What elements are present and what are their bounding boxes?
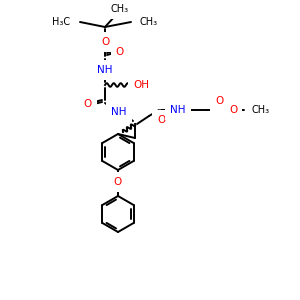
Text: CH₃: CH₃ (252, 105, 270, 115)
Text: O: O (229, 105, 237, 115)
Text: O: O (114, 177, 122, 187)
Text: O: O (101, 37, 109, 47)
Text: NH: NH (111, 107, 127, 117)
Text: CH₃: CH₃ (140, 17, 158, 27)
Text: NH: NH (97, 65, 113, 75)
Text: H₃C: H₃C (52, 17, 70, 27)
Text: O: O (215, 96, 223, 106)
Text: O: O (157, 115, 165, 125)
Text: O: O (84, 99, 92, 109)
Text: OH: OH (133, 80, 149, 90)
Text: O: O (116, 47, 124, 57)
Text: NH: NH (170, 105, 186, 115)
Text: CH₃: CH₃ (111, 4, 129, 14)
